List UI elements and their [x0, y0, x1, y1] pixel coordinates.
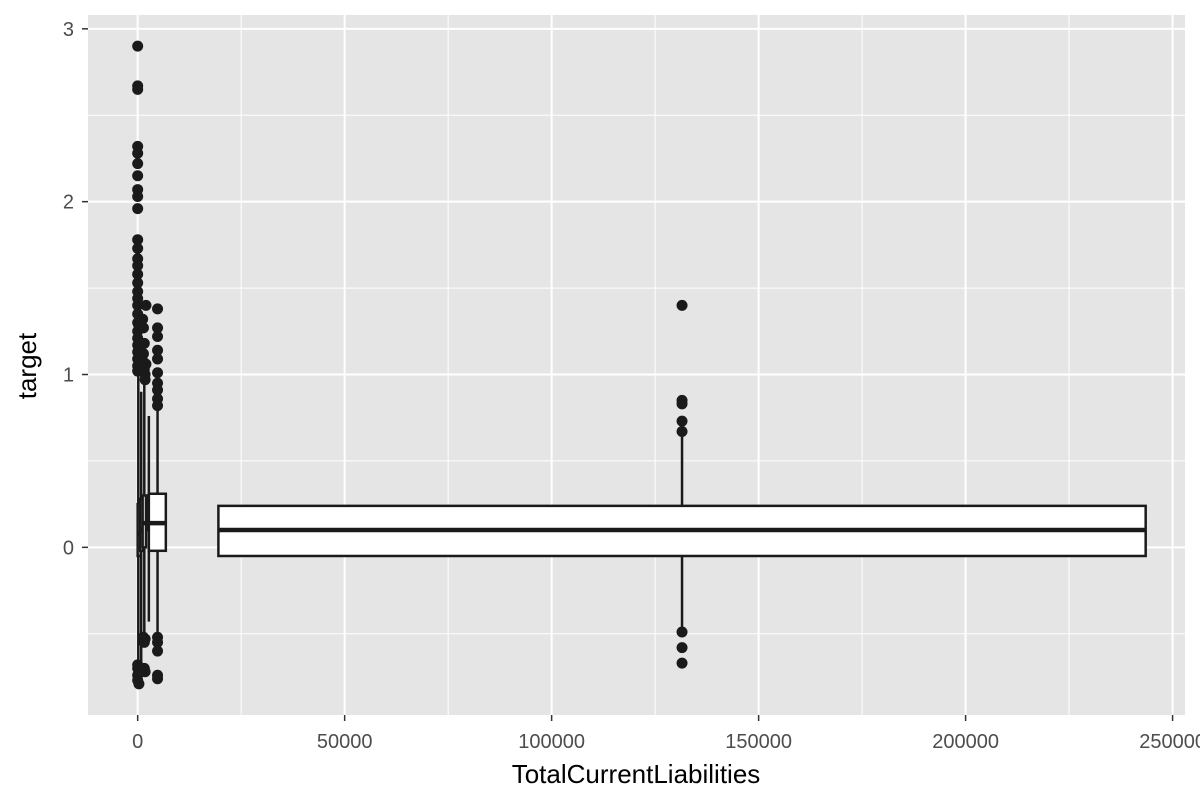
- x-axis-title: TotalCurrentLiabilities: [512, 759, 761, 789]
- outlier-point: [132, 40, 144, 52]
- outlier-point: [139, 666, 151, 678]
- x-tick-label: 100000: [518, 731, 585, 753]
- outlier-point: [132, 234, 144, 246]
- outlier-point: [676, 642, 688, 654]
- y-axis-title: target: [12, 332, 42, 399]
- outlier-point: [132, 83, 144, 95]
- outlier-point: [133, 678, 145, 690]
- outlier-point: [676, 626, 688, 638]
- outlier-point: [152, 330, 164, 342]
- outlier-point: [132, 299, 144, 311]
- axes: 0 50000 100000 150000 200000 250000 0 1 2 3: [63, 19, 1200, 753]
- outlier-point: [137, 322, 149, 334]
- outlier-point: [152, 673, 164, 685]
- y-tick-label: 3: [63, 19, 74, 41]
- grid-major: [88, 15, 1185, 715]
- outlier-point: [676, 415, 688, 427]
- x-tick-label: 0: [132, 731, 143, 753]
- outlier-point: [152, 367, 164, 379]
- x-tick-label: 200000: [932, 731, 999, 753]
- outlier-point: [676, 398, 688, 410]
- outlier-point: [139, 374, 151, 386]
- outliers-layer: [132, 40, 688, 690]
- outlier-point: [137, 313, 149, 325]
- outlier-point: [152, 303, 164, 315]
- x-tick-label: 250000: [1139, 731, 1200, 753]
- y-tick-label: 2: [63, 192, 74, 214]
- outlier-point: [138, 337, 150, 349]
- boxes-layer: [136, 374, 1147, 677]
- outlier-point: [152, 322, 164, 334]
- outlier-point: [152, 400, 164, 412]
- plot-panel: [88, 15, 1185, 715]
- outlier-point: [676, 299, 688, 311]
- y-tick-label: 1: [63, 365, 74, 387]
- outlier-point: [152, 384, 164, 396]
- outlier-point: [139, 633, 151, 645]
- outlier-point: [132, 277, 144, 289]
- x-tick-label: 50000: [317, 731, 373, 753]
- outlier-point: [132, 158, 144, 170]
- outlier-point: [140, 299, 152, 311]
- outlier-point: [152, 645, 164, 657]
- outlier-point: [676, 657, 688, 669]
- outlier-point: [152, 344, 164, 356]
- outlier-point: [140, 358, 152, 370]
- outlier-point: [132, 242, 144, 254]
- outlier-point: [132, 268, 144, 280]
- outlier-point: [132, 190, 144, 202]
- grid-minor: [88, 15, 1185, 715]
- outlier-point: [132, 147, 144, 159]
- x-tick-label: 150000: [725, 731, 792, 753]
- outlier-point: [676, 426, 688, 438]
- outlier-point: [152, 636, 164, 648]
- outlier-point: [132, 260, 144, 272]
- outlier-point: [132, 203, 144, 215]
- outlier-point: [152, 353, 164, 365]
- y-tick-label: 0: [63, 537, 74, 559]
- outlier-point: [132, 170, 144, 182]
